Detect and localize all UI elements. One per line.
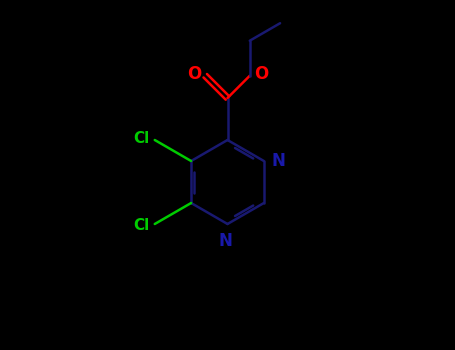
- Text: N: N: [272, 152, 285, 170]
- Text: N: N: [219, 232, 233, 250]
- Text: Cl: Cl: [133, 218, 150, 233]
- Text: Cl: Cl: [133, 131, 150, 146]
- Text: O: O: [254, 65, 268, 83]
- Text: O: O: [187, 65, 201, 83]
